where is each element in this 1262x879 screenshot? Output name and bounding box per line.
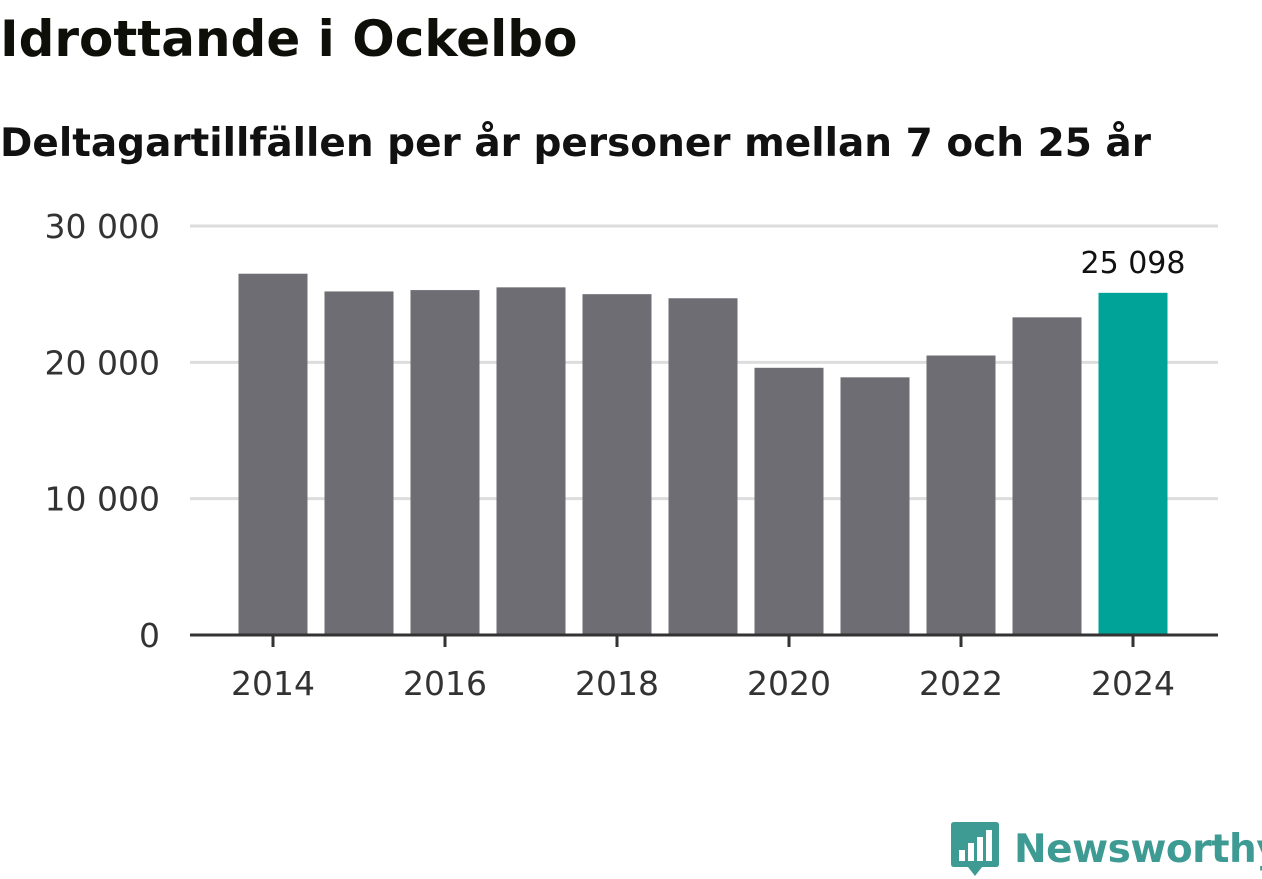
y-tick-label: 30 000 — [45, 207, 160, 246]
x-tick-label: 2022 — [919, 664, 1003, 703]
bar — [410, 290, 480, 635]
y-tick-label: 10 000 — [45, 480, 160, 519]
newsworthy-wordmark: Newsworthy — [1014, 826, 1262, 872]
data-label-highlight: 25 098 — [1081, 246, 1186, 281]
bar — [1012, 317, 1082, 635]
bars — [238, 273, 1168, 635]
x-tick-label: 2014 — [231, 664, 315, 703]
y-tick-label: 0 — [139, 616, 160, 655]
chart-subtitle: Deltagartillfällen per år personer mella… — [0, 121, 1151, 166]
bar — [324, 291, 394, 635]
data-labels: 25 098 — [1081, 246, 1186, 281]
x-tick-label: 2018 — [575, 664, 659, 703]
newsworthy-chart-icon — [951, 822, 999, 876]
x-tick-label: 2020 — [747, 664, 831, 703]
x-axis-tick-labels: 2014 2016 2018 2020 2022 2024 — [231, 664, 1175, 703]
y-axis-tick-labels: 0 10 000 20 000 30 000 — [45, 207, 160, 655]
bar — [582, 294, 652, 635]
chart-title: Idrottande i Ockelbo — [0, 10, 578, 68]
bar — [754, 367, 824, 635]
x-axis — [190, 633, 1218, 647]
bar-chart: 0 10 000 20 000 30 000 2014 2016 2018 2020 2022… — [45, 207, 1218, 703]
y-tick-label: 20 000 — [45, 343, 160, 382]
bar — [238, 273, 308, 635]
bar — [496, 287, 566, 635]
bar-highlight — [1098, 292, 1168, 635]
bar — [926, 355, 996, 635]
x-tick-label: 2016 — [403, 664, 487, 703]
bar — [840, 377, 910, 635]
x-tick-label: 2024 — [1091, 664, 1175, 703]
bar — [668, 298, 738, 635]
newsworthy-logo: Newsworthy — [950, 819, 1262, 879]
